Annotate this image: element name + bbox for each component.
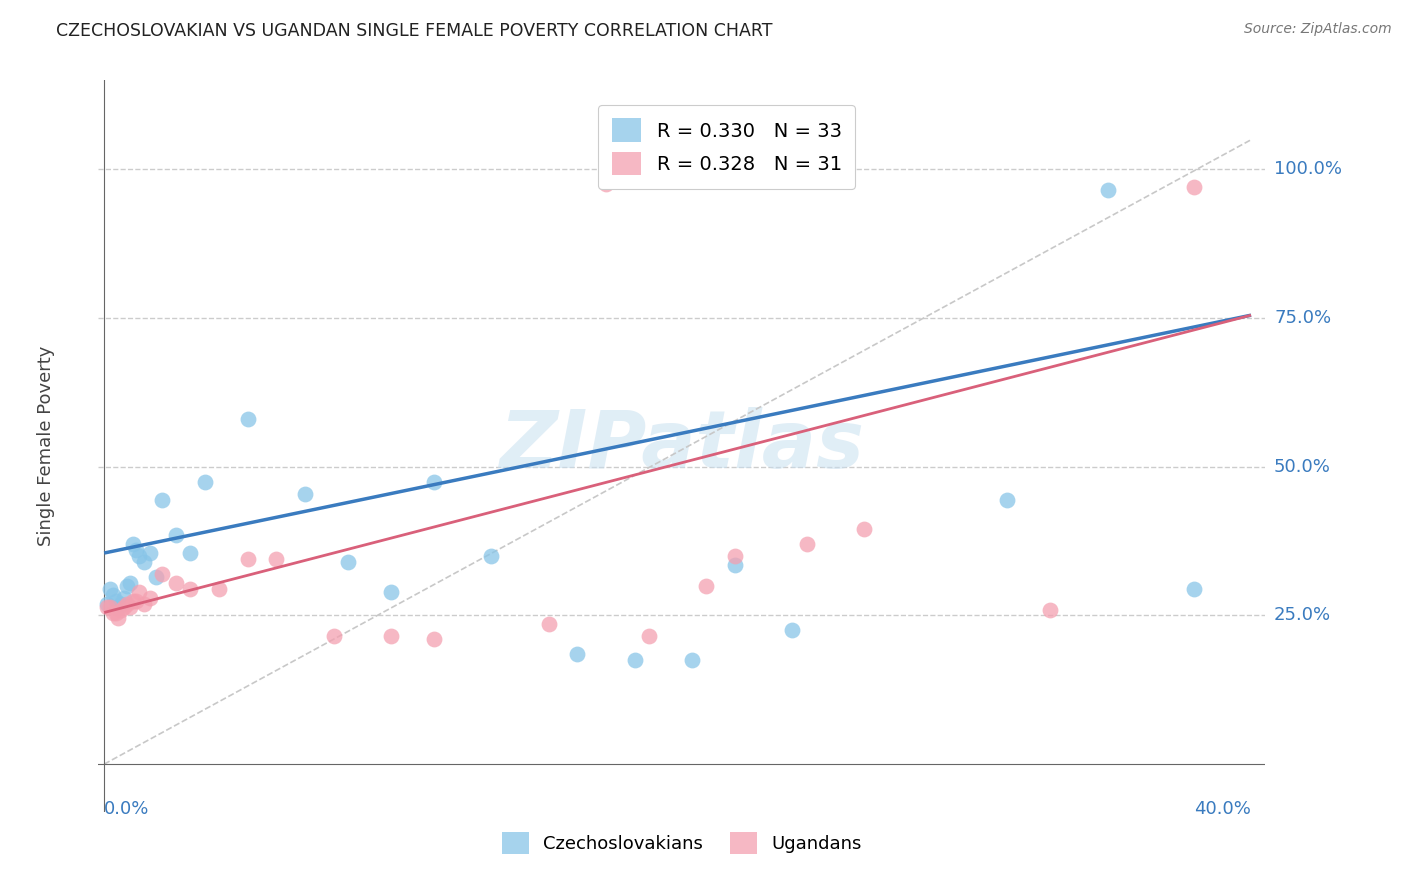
- Point: [115, 597, 138, 611]
- Point: [112, 591, 135, 605]
- Point: [681, 653, 703, 667]
- Point: [110, 602, 132, 616]
- Point: [165, 528, 187, 542]
- Point: [796, 537, 818, 551]
- Point: [125, 593, 148, 607]
- Point: [623, 653, 645, 667]
- Point: [537, 617, 560, 632]
- Point: [179, 582, 201, 596]
- Point: [236, 412, 259, 426]
- Point: [107, 599, 129, 614]
- Point: [380, 629, 402, 643]
- Point: [134, 555, 156, 569]
- Point: [479, 549, 502, 563]
- Point: [121, 593, 143, 607]
- Text: 75.0%: 75.0%: [1274, 310, 1331, 327]
- Point: [380, 584, 402, 599]
- Point: [118, 599, 141, 614]
- Point: [1182, 582, 1205, 596]
- Point: [336, 555, 359, 569]
- Point: [104, 593, 127, 607]
- Point: [638, 629, 661, 643]
- Point: [208, 582, 231, 596]
- Point: [695, 579, 717, 593]
- Point: [150, 492, 173, 507]
- Point: [101, 606, 124, 620]
- Text: CZECHOSLOVAKIAN VS UGANDAN SINGLE FEMALE POVERTY CORRELATION CHART: CZECHOSLOVAKIAN VS UGANDAN SINGLE FEMALE…: [56, 22, 773, 40]
- Point: [128, 584, 150, 599]
- Point: [121, 537, 143, 551]
- Point: [165, 575, 187, 590]
- Point: [724, 558, 747, 572]
- Point: [139, 591, 162, 605]
- Point: [1039, 602, 1062, 616]
- Point: [193, 475, 215, 489]
- Text: 25.0%: 25.0%: [1274, 607, 1331, 624]
- Point: [264, 552, 287, 566]
- Legend: Czechoslovakians, Ugandans: Czechoslovakians, Ugandans: [495, 825, 869, 861]
- Point: [101, 588, 124, 602]
- Text: ZIPatlas: ZIPatlas: [499, 407, 865, 485]
- Point: [96, 597, 118, 611]
- Point: [595, 178, 617, 192]
- Point: [423, 475, 446, 489]
- Point: [782, 624, 804, 638]
- Point: [145, 570, 167, 584]
- Point: [96, 599, 118, 614]
- Point: [724, 549, 747, 563]
- Point: [423, 632, 446, 647]
- Point: [236, 552, 259, 566]
- Text: Source: ZipAtlas.com: Source: ZipAtlas.com: [1244, 22, 1392, 37]
- Point: [118, 575, 141, 590]
- Text: Single Female Poverty: Single Female Poverty: [37, 346, 55, 546]
- Point: [1182, 180, 1205, 194]
- Point: [98, 599, 121, 614]
- Point: [134, 597, 156, 611]
- Text: 0.0%: 0.0%: [104, 800, 149, 818]
- Point: [1097, 183, 1119, 197]
- Point: [995, 492, 1018, 507]
- Point: [179, 546, 201, 560]
- Text: 50.0%: 50.0%: [1274, 458, 1331, 475]
- Point: [128, 549, 150, 563]
- Point: [125, 543, 148, 558]
- Point: [112, 599, 135, 614]
- Point: [115, 579, 138, 593]
- Text: 40.0%: 40.0%: [1194, 800, 1251, 818]
- Point: [322, 629, 344, 643]
- Point: [110, 597, 132, 611]
- Point: [139, 546, 162, 560]
- Point: [104, 606, 127, 620]
- Point: [567, 647, 589, 661]
- Point: [98, 582, 121, 596]
- Point: [107, 611, 129, 625]
- Point: [150, 566, 173, 581]
- Point: [852, 522, 875, 536]
- Point: [294, 486, 316, 500]
- Text: 100.0%: 100.0%: [1274, 161, 1341, 178]
